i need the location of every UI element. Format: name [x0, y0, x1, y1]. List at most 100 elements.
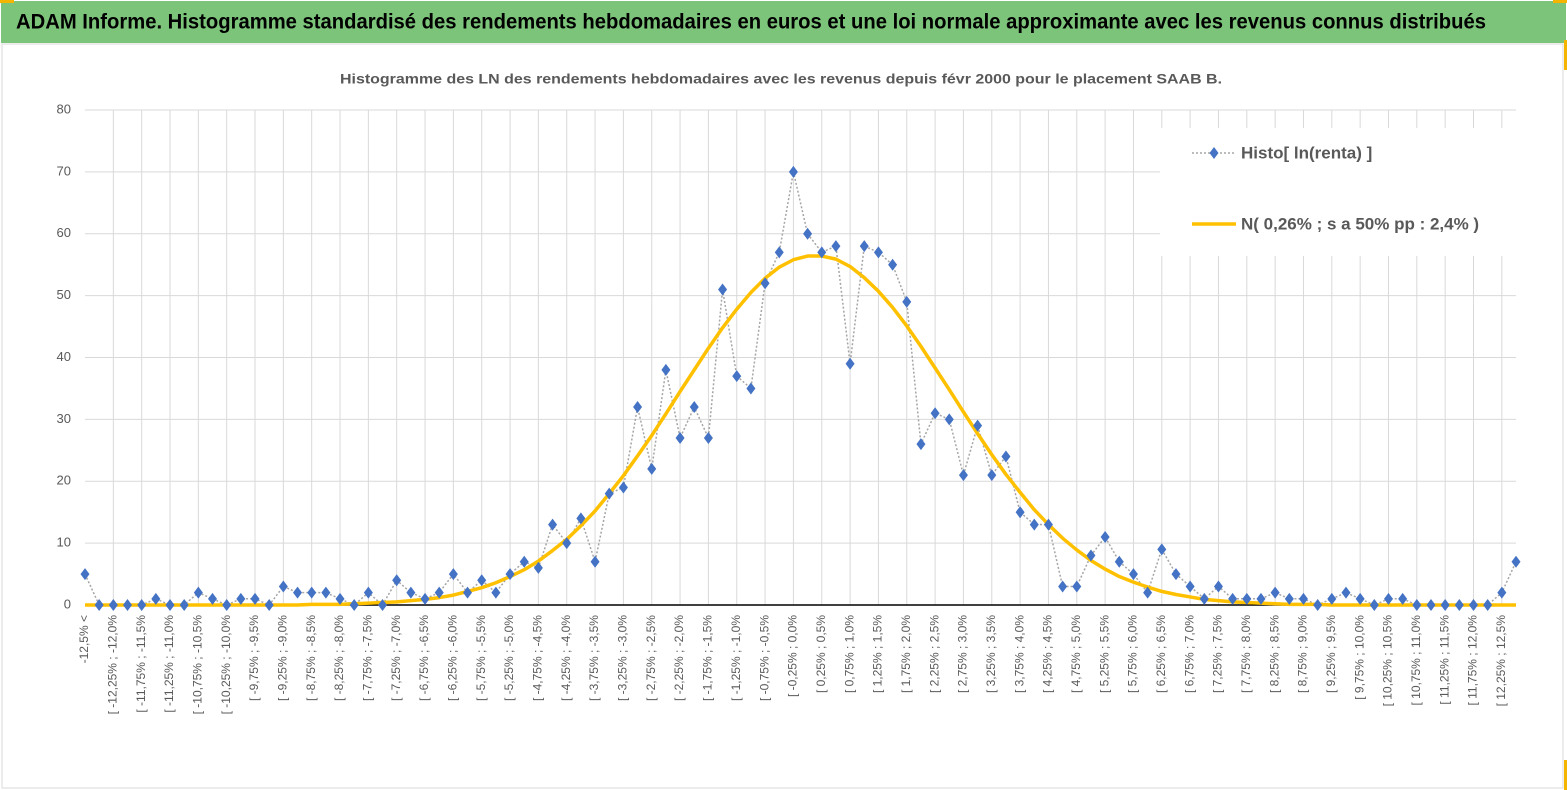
histogram-point: [420, 592, 430, 605]
histogram-point: [1157, 543, 1167, 556]
x-tick-label: [ 11,75% ; 12,0%: [1466, 615, 1480, 706]
histogram-point: [746, 382, 756, 395]
histogram-point: [193, 586, 203, 599]
y-tick-label: 20: [57, 473, 71, 488]
x-tick-label: [ -1,75% ; -1,5%: [701, 615, 715, 701]
histogram-point: [675, 431, 685, 444]
header-title: ADAM Informe. Histogramme standardisé de…: [16, 11, 1486, 34]
histogram-point: [434, 586, 444, 599]
histogram-point: [888, 258, 898, 271]
corner: [1564, 760, 1567, 790]
histogram-point: [859, 240, 869, 253]
x-tick-label: [ -10,75% ; -10,5%: [191, 615, 205, 715]
histogram-point: [1114, 555, 1124, 568]
histogram-point: [916, 438, 926, 451]
x-tick-label: [ 10,75% ; 11,0%: [1409, 615, 1423, 706]
x-tick-label: [ 7,75% ; 8,0%: [1239, 615, 1253, 693]
histogram-point: [1185, 580, 1195, 593]
x-tick-label: [ 7,25% ; 7,5%: [1211, 615, 1225, 693]
x-tick-label: [ 4,75% ; 5,0%: [1069, 615, 1083, 693]
x-tick-label: [ 2,25% ; 2,5%: [927, 615, 941, 693]
histogram-point: [1355, 592, 1365, 605]
legend-label: Histo[ ln(renta) ]: [1241, 143, 1372, 162]
histogram-point: [406, 586, 416, 599]
x-tick-label: [ 5,75% ; 6,0%: [1126, 615, 1140, 693]
x-tick-label: [ 9,75% ; 10,0%: [1352, 615, 1366, 700]
x-tick-label: [ -6,75% ; -6,5%: [417, 615, 431, 701]
histogram-point: [1483, 599, 1493, 611]
histogram-point: [1440, 599, 1450, 611]
histogram-point: [1454, 599, 1464, 611]
x-tick-label: -12,5% <: [77, 615, 91, 663]
histogram-point: [944, 413, 954, 426]
histogram-point: [1213, 580, 1223, 593]
histogram-point: [448, 568, 458, 581]
histogram-point: [760, 277, 770, 290]
x-tick-label: [ 9,25% ; 9,5%: [1324, 615, 1338, 693]
histogram-point: [236, 592, 246, 605]
histogram-point: [491, 586, 501, 599]
x-tick-label: [ 11,25% ; 11,5%: [1437, 615, 1451, 705]
histogram-point: [803, 227, 813, 240]
histogram-point: [463, 586, 473, 599]
y-tick-label: 30: [57, 411, 71, 426]
histogram-point: [378, 599, 388, 611]
x-tick-label: [ -11,75% ; -11,5%: [134, 615, 148, 713]
histogram-point: [987, 469, 997, 482]
histogram-point: [264, 599, 274, 611]
histogram-point: [633, 401, 643, 413]
histogram-point: [873, 246, 883, 259]
histogram-point: [1398, 592, 1408, 605]
x-tick-label: [ 6,25% ; 6,5%: [1154, 615, 1168, 693]
x-tick-label: [ 4,25% ; 4,5%: [1041, 615, 1055, 693]
histogram-point: [1426, 599, 1436, 611]
histogram-point: [363, 586, 373, 599]
x-tick-label: [ -4,25% ; -4,0%: [559, 615, 573, 701]
histogram-point: [1497, 586, 1507, 599]
histogram-point: [278, 580, 288, 593]
x-tick-label: [ -7,75% ; -7,5%: [361, 615, 375, 701]
histogram-point: [1298, 592, 1308, 605]
histogram-point: [1341, 586, 1351, 599]
x-tick-label: [ 1,25% ; 1,5%: [871, 615, 885, 693]
histogram-point: [1015, 506, 1025, 519]
x-tick-label: [ -5,25% ; -5,0%: [502, 615, 516, 701]
x-tick-label: [ 10,25% ; 10,5%: [1381, 615, 1395, 707]
histogram-point: [108, 599, 118, 611]
histogram-point: [548, 518, 558, 531]
histogram-point: [151, 592, 161, 605]
histogram-point: [1043, 518, 1053, 531]
histogram-point: [1412, 599, 1422, 611]
histogram-point: [732, 370, 742, 383]
histogram-point: [1029, 518, 1039, 531]
histogram-point: [1468, 599, 1478, 611]
histogram-point: [477, 574, 487, 587]
histogram-point: [1072, 580, 1082, 593]
x-tick-label: [ -0,75% ; -0,5%: [757, 615, 771, 701]
histogram-point: [604, 487, 614, 500]
histogram-point: [1256, 592, 1266, 605]
x-tick-label: [ -3,75% ; -3,5%: [587, 615, 601, 701]
histogram-point: [1001, 450, 1011, 463]
x-tick-label: [ 2,75% ; 3,0%: [956, 615, 970, 693]
x-tick-label: [ 6,75% ; 7,0%: [1182, 615, 1196, 693]
corner: [0, 0, 14, 3]
x-tick-label: [ -10,25% ; -10,0%: [219, 615, 233, 715]
histogram-point: [788, 165, 798, 178]
x-tick-label: [ 0,75% ; 1,0%: [842, 615, 856, 693]
histogram-point: [845, 357, 855, 370]
x-tick-label: [ -6,25% ; -6,0%: [446, 615, 460, 701]
y-tick-label: 40: [57, 349, 71, 364]
histogram-point: [774, 246, 784, 259]
histogram-point: [94, 599, 104, 611]
histogram-point: [1270, 586, 1280, 599]
histogram-point: [930, 407, 940, 420]
histogram-point: [1171, 568, 1181, 581]
y-tick-label: 80: [57, 101, 71, 116]
histogram-point: [576, 512, 586, 525]
histogram-point: [973, 419, 983, 432]
histogram-point: [321, 586, 331, 599]
histogram-point: [647, 462, 657, 475]
x-tick-label: [ 8,25% ; 8,5%: [1267, 615, 1281, 693]
histogram-point: [1313, 599, 1323, 611]
